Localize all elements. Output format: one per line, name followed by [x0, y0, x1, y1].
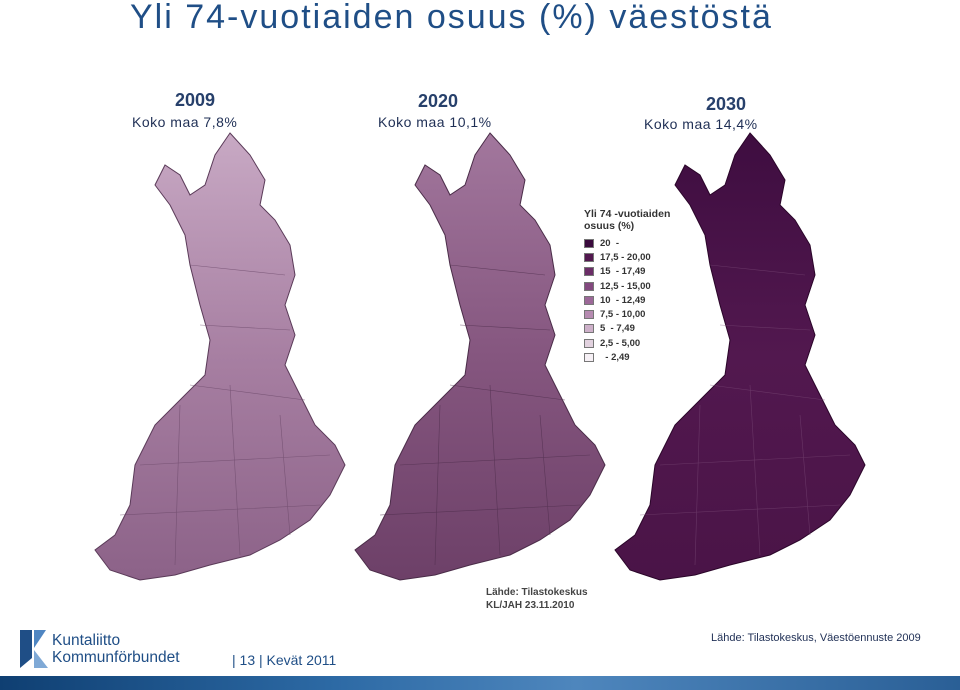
koko-maa-2009: Koko maa 7,8% [132, 114, 238, 130]
legend-row: 15 - 17,49 [584, 265, 670, 279]
slide-title: Yli 74-vuotiaiden osuus (%) väestöstä [130, 0, 773, 36]
legend-title-line1: Yli 74 -vuotiaiden [584, 208, 671, 220]
bottom-bar [0, 676, 960, 690]
legend-swatch [584, 338, 594, 348]
legend-range-label: 2,5 - 5,00 [600, 337, 641, 349]
legend-row: 17,5 - 20,00 [584, 250, 670, 264]
legend-range-label: 12,5 - 15,00 [600, 280, 651, 292]
map-2020 [354, 132, 606, 581]
legend-range-label: - 2,49 [600, 352, 630, 364]
legend-swatch [584, 267, 594, 277]
legend-row: 12,5 - 15,00 [584, 279, 670, 293]
finland-outline-2030 [614, 132, 866, 581]
legend-range-label: 17,5 - 20,00 [600, 251, 651, 263]
finland-outline-2009 [94, 132, 346, 581]
legend-title-line2: osuus (%) [584, 220, 635, 232]
legend-swatch [584, 252, 594, 262]
map-2009 [94, 132, 346, 581]
legend-range-label: 15 - 17,49 [600, 266, 646, 278]
map-source-line2: KL/JAH 23.11.2010 [486, 600, 575, 611]
legend-swatch [584, 238, 594, 248]
map-legend: Yli 74 -vuotiaiden osuus (%) 20 - 17,5 - … [584, 208, 670, 365]
legend-row: 20 - [584, 236, 670, 250]
legend-swatch [584, 281, 594, 291]
footer-source: Lähde: Tilastokeskus, Väestöennuste 2009 [711, 632, 921, 644]
koko-maa-2030: Koko maa 14,4% [644, 116, 758, 132]
legend-swatch [584, 353, 594, 363]
legend-range-label: 20 - [600, 237, 620, 249]
year-label-2009: 2009 [175, 90, 216, 110]
legend-range-label: 5 - 7,49 [600, 323, 635, 335]
legend-row: - 2,49 [584, 350, 670, 364]
year-label-2030: 2030 [706, 94, 747, 114]
logo-text: Kuntaliitto Kommunförbundet [52, 632, 180, 666]
legend-swatch [584, 295, 594, 305]
map-source: Lähde: Tilastokeskus KL/JAH 23.11.2010 [486, 586, 588, 612]
legend-row: 2,5 - 5,00 [584, 336, 670, 350]
legend-swatch [584, 310, 594, 320]
koko-maa-2020: Koko maa 10,1% [378, 114, 492, 130]
finland-outline-2020 [354, 132, 606, 581]
logo-line2: Kommunförbundet [52, 649, 180, 666]
logo-line1: Kuntaliitto [52, 632, 121, 649]
kuntaliitto-logo-icon [20, 630, 48, 668]
legend-range-label: 10 - 12,49 [600, 294, 646, 306]
map-2030 [614, 132, 866, 581]
legend-row: 10 - 12,49 [584, 293, 670, 307]
year-label-2020: 2020 [418, 91, 459, 111]
legend-row: 5 - 7,49 [584, 322, 670, 336]
legend-range-label: 7,5 - 10,00 [600, 309, 646, 321]
page-info: | 13 | Kevät 2011 [232, 652, 337, 668]
map-source-line1: Lähde: Tilastokeskus [486, 587, 588, 598]
legend-row: 7,5 - 10,00 [584, 307, 670, 321]
legend-swatch [584, 324, 594, 334]
